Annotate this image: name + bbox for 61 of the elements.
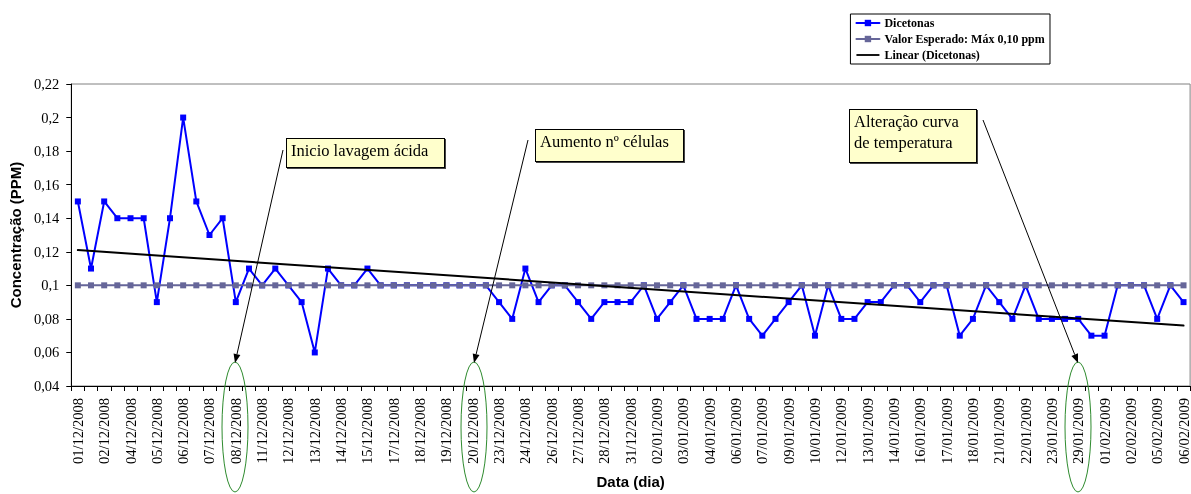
x-tick-label: 27/12/2008 (570, 398, 587, 465)
legend-label: Valor Esperado: Máx 0,10 ppm (884, 32, 1045, 46)
x-tick-label: 06/01/2009 (727, 398, 744, 465)
legend-label: Dicetonas (884, 16, 935, 30)
x-tick-label: 18/01/2009 (964, 398, 981, 465)
x-tick-label: 07/01/2009 (754, 398, 771, 465)
x-tick-label: 02/02/2009 (1122, 398, 1139, 465)
x-tick-label: 31/12/2008 (622, 398, 639, 465)
x-tick-label: 14/12/2008 (333, 398, 350, 465)
y-tick-label: 0,1 (41, 277, 60, 294)
annotation: Aumento nº células (535, 129, 684, 162)
y-tick-label: 0,08 (33, 310, 60, 327)
x-tick-label: 13/01/2009 (859, 398, 876, 465)
x-tick-label: 08/12/2008 (227, 398, 244, 465)
x-tick-label: 06/12/2008 (175, 398, 192, 465)
x-tick-label: 02/12/2008 (96, 398, 113, 465)
x-tick-label: 01/12/2008 (69, 398, 86, 465)
x-tick-label: 10/01/2009 (806, 398, 823, 465)
x-tick-label: 22/01/2009 (1017, 398, 1034, 465)
y-tick-label: 0,04 (33, 378, 61, 394)
x-tick-label: 04/12/2008 (122, 398, 139, 465)
y-tick-label: 0,18 (33, 143, 60, 160)
x-axis-title: Data (dia) (596, 473, 665, 490)
x-tick-label: 16/01/2009 (912, 398, 929, 465)
x-tick-label: 11/12/2008 (254, 398, 271, 464)
x-tick-label: 26/12/2008 (543, 398, 560, 465)
legend-label: Linear (Dicetonas) (884, 48, 980, 62)
x-tick-label: 18/12/2008 (412, 398, 429, 465)
x-tick-label: 09/01/2009 (780, 398, 797, 465)
x-tick-label: 05/02/2009 (1149, 398, 1166, 465)
x-tick-label: 14/01/2009 (885, 398, 902, 465)
x-tick-label: 20/12/2008 (464, 398, 481, 465)
x-tick-label: 17/12/2008 (385, 398, 402, 465)
y-tick-label: 0,12 (33, 243, 60, 260)
x-tick-label: 04/01/2009 (701, 398, 718, 465)
x-tick-label: 24/12/2008 (517, 398, 534, 465)
y-axis-title: Concentração (PPM) (7, 161, 24, 309)
y-tick-label: 0,16 (33, 176, 60, 193)
y-tick-label: 0,2 (41, 109, 60, 126)
x-tick-label: 29/01/2009 (1070, 398, 1087, 465)
x-tick-label: 28/12/2008 (596, 398, 613, 465)
x-tick-label: 17/01/2009 (938, 398, 955, 465)
y-tick-label: 0,06 (33, 344, 60, 361)
x-tick-label: 12/12/2008 (280, 398, 297, 465)
x-tick-label: 23/12/2008 (491, 398, 508, 465)
annotation: Inicio lavagem ácida (286, 138, 445, 168)
x-tick-label: 15/12/2008 (359, 398, 376, 465)
y-tick-label: 0,22 (33, 76, 60, 92)
x-tick-label: 19/12/2008 (438, 398, 455, 465)
x-tick-label: 01/02/2009 (1096, 398, 1113, 465)
x-tick-label: 03/01/2009 (675, 398, 692, 465)
x-tick-label: 13/12/2008 (306, 398, 323, 465)
y-tick-label: 0,14 (33, 210, 61, 227)
x-tick-label: 07/12/2008 (201, 398, 218, 465)
x-tick-label: 05/12/2008 (148, 398, 165, 465)
x-tick-label: 23/01/2009 (1043, 398, 1060, 465)
x-tick-label: 06/02/2009 (1175, 398, 1191, 465)
x-tick-label: 21/01/2009 (991, 398, 1008, 465)
x-tick-label: 12/01/2009 (833, 398, 850, 465)
annotation: Alteração curva de temperatura (849, 109, 977, 163)
x-tick-label: 02/01/2009 (649, 398, 666, 465)
